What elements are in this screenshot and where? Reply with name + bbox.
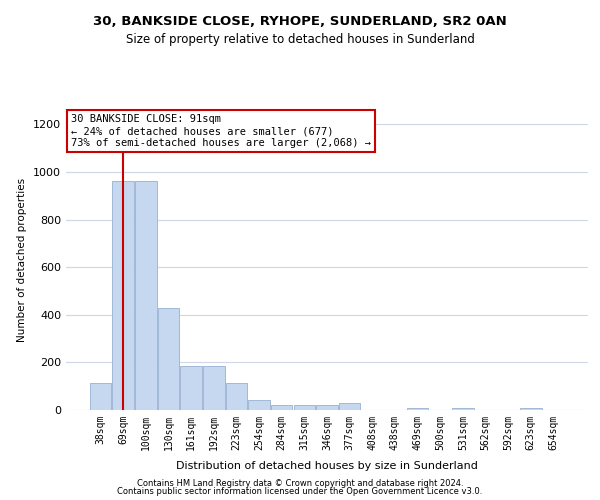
Bar (112, 182, 134, 410)
Bar (248, 400, 270, 410)
Bar (271, 405, 292, 410)
Bar (135, 182, 157, 410)
Bar (226, 382, 247, 410)
Bar (316, 405, 338, 410)
Bar (158, 308, 179, 410)
Y-axis label: Number of detached properties: Number of detached properties (17, 178, 28, 342)
Bar (407, 408, 428, 410)
Bar (520, 408, 542, 410)
Bar (339, 403, 361, 410)
Bar (293, 405, 315, 410)
Bar (452, 408, 473, 410)
Text: Contains public sector information licensed under the Open Government Licence v3: Contains public sector information licen… (118, 487, 482, 496)
Text: 30, BANKSIDE CLOSE, RYHOPE, SUNDERLAND, SR2 0AN: 30, BANKSIDE CLOSE, RYHOPE, SUNDERLAND, … (93, 15, 507, 28)
Bar (181, 366, 202, 410)
X-axis label: Distribution of detached houses by size in Sunderland: Distribution of detached houses by size … (176, 461, 478, 471)
Bar (203, 366, 224, 410)
Text: Size of property relative to detached houses in Sunderland: Size of property relative to detached ho… (125, 32, 475, 46)
Bar (90, 382, 111, 410)
Text: 30 BANKSIDE CLOSE: 91sqm
← 24% of detached houses are smaller (677)
73% of semi-: 30 BANKSIDE CLOSE: 91sqm ← 24% of detach… (71, 114, 371, 148)
Text: Contains HM Land Registry data © Crown copyright and database right 2024.: Contains HM Land Registry data © Crown c… (137, 478, 463, 488)
